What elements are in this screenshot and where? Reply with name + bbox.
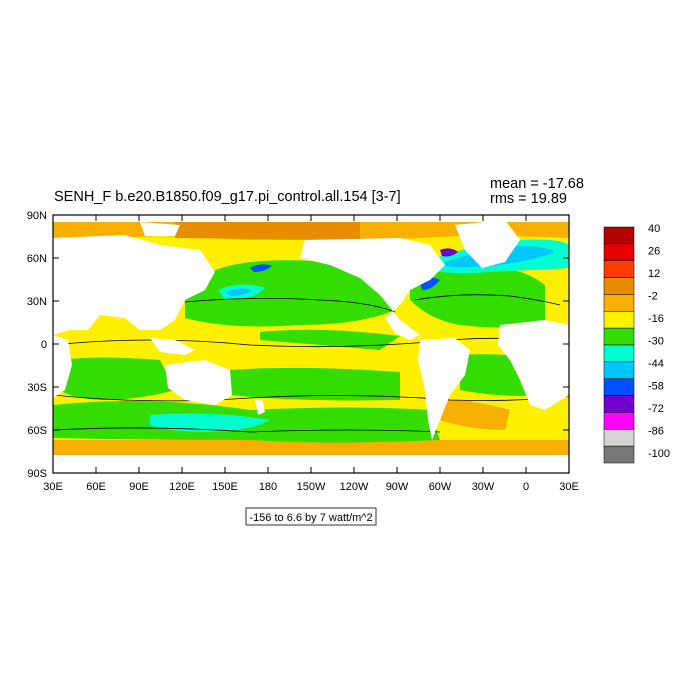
x-axis: 30E 60E 90E 120E 150E 180 150W 120W 90W 60W 30W 0 30… — [43, 215, 579, 493]
colorbar-swatch — [603, 361, 635, 379]
land-africa-east — [53, 335, 72, 398]
colorbar-label: -30 — [648, 335, 664, 347]
x-tick-label: 150W — [297, 481, 326, 493]
y-tick-label: 90N — [27, 210, 47, 222]
southern-ocean-cyan — [150, 413, 270, 432]
colorbar-swatch — [603, 243, 635, 261]
land-africa — [498, 320, 569, 410]
kuroshio-sky — [225, 288, 252, 296]
land-eurasia-east — [53, 235, 215, 335]
y-axis: 90N 60N 30N 0 30S 60S 90S — [27, 210, 569, 480]
y-tick-label: 60S — [27, 425, 47, 437]
colorbar-label: -44 — [648, 358, 664, 370]
x-tick-label: 60W — [429, 481, 452, 493]
colorbar-swatch — [603, 445, 635, 464]
south-pacific-green — [230, 367, 400, 401]
x-tick-label: 30E — [559, 481, 579, 493]
colorbar-label: -72 — [648, 403, 664, 415]
colorbar-swatch — [603, 277, 635, 295]
y-tick-label: 30N — [27, 296, 47, 308]
y-tick-label: 90S — [27, 468, 47, 480]
colorbar-swatch — [603, 226, 635, 245]
colorbar-label: 40 — [648, 223, 660, 235]
land-north-america — [300, 238, 445, 340]
colorbar-label: 12 — [648, 268, 660, 280]
north-atlantic-green — [410, 267, 545, 328]
x-tick-label: 150E — [212, 481, 238, 493]
brazil-current-orange — [430, 399, 510, 430]
x-tick-label: 120W — [340, 481, 369, 493]
land-australia — [165, 360, 232, 405]
land-maritime — [150, 338, 195, 355]
colorbar-swatch — [603, 294, 635, 312]
contour-info: -156 to 6.6 by 7 watt/m^2 — [249, 512, 372, 524]
land-arctic-island — [140, 222, 180, 236]
land-new-zealand — [255, 398, 265, 415]
colorbar-label: 26 — [648, 245, 660, 257]
x-tick-label: 30W — [472, 481, 495, 493]
arctic-dark-orange-patch — [175, 220, 360, 240]
y-tick-label: 60N — [27, 253, 47, 265]
rms-value: rms = 19.89 — [490, 191, 567, 207]
colorbar-swatch — [603, 412, 635, 430]
colorbar-swatch — [603, 311, 635, 329]
colorbar-swatch — [603, 395, 635, 413]
colorbar-swatch — [603, 344, 635, 363]
colorbar-label: -100 — [648, 448, 670, 460]
south-indian-green — [60, 357, 175, 400]
x-tick-label: 60E — [86, 481, 106, 493]
okhotsk-blue — [250, 264, 272, 272]
land-south-america — [418, 338, 470, 440]
labrador-purple — [440, 248, 458, 257]
colorbar-swatch — [603, 429, 635, 447]
colorbar-label: -58 — [648, 380, 664, 392]
itcz-green-stripe — [260, 329, 400, 350]
x-tick-label: 90W — [386, 481, 409, 493]
north-pacific-green — [185, 260, 395, 327]
colorbar-label: -2 — [648, 290, 658, 302]
y-tick-label: 0 — [41, 339, 47, 351]
x-tick-label: 90E — [129, 481, 149, 493]
colorbar: 40 26 12 -2 -16 -30 -44 -58 -72 -86 -100 — [603, 223, 670, 464]
colorbar-swatch — [603, 327, 635, 346]
contour-info-box — [245, 507, 377, 526]
sensible-heat-flux-field — [53, 215, 569, 473]
colorbar-swatch — [603, 260, 635, 278]
x-tick-label: 0 — [523, 481, 529, 493]
land-greenland — [455, 220, 520, 268]
colorbar-label: -16 — [648, 313, 664, 325]
mean-value: mean = -17.68 — [490, 176, 584, 192]
colorbar-label: -86 — [648, 425, 664, 437]
x-tick-label: 120E — [169, 481, 195, 493]
colorbar-swatch — [603, 378, 635, 396]
y-tick-label: 30S — [27, 382, 47, 394]
plot-title: SENH_F b.e20.B1850.f09_g17.pi_control.al… — [54, 189, 401, 205]
x-tick-label: 180 — [259, 481, 277, 493]
x-tick-label: 30E — [43, 481, 63, 493]
